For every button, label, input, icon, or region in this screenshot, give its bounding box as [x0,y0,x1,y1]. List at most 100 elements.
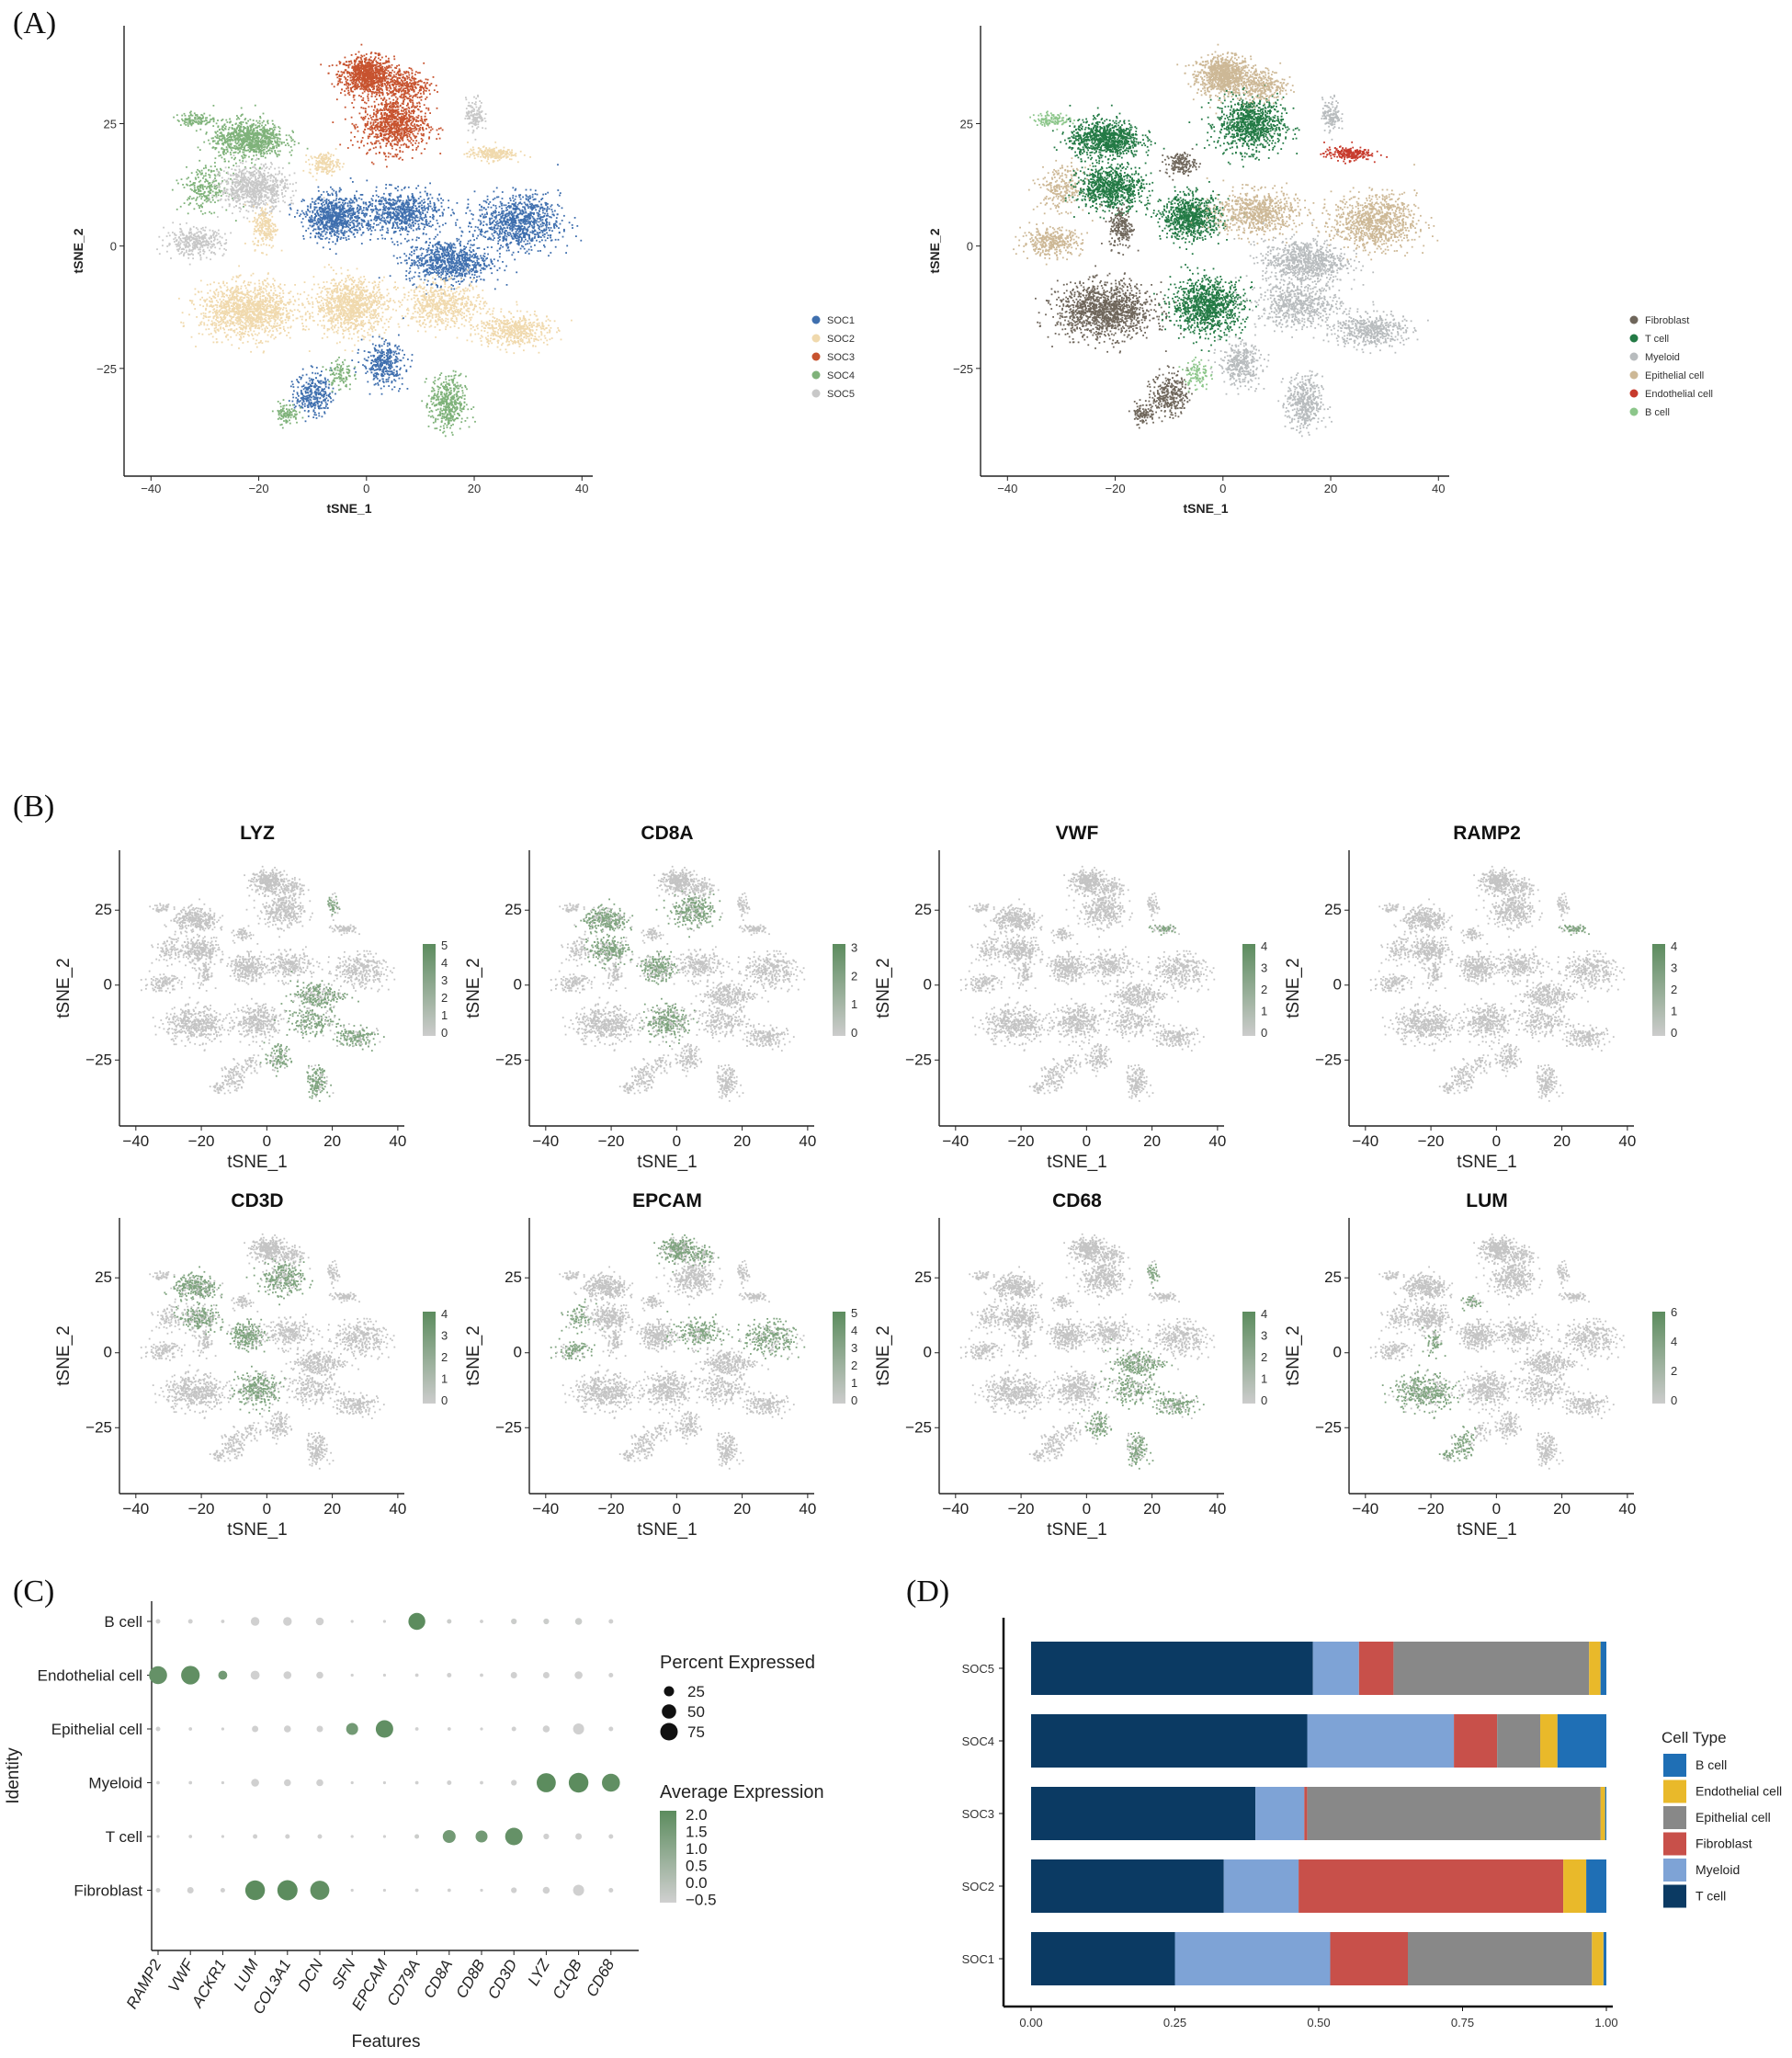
cell-point [393,58,395,60]
cell-point [391,121,392,123]
cell-point [431,83,433,85]
cell-point [357,79,358,81]
panel-label-c: (C) [13,1575,54,1609]
cell-point [425,86,426,88]
cell-point [385,159,387,161]
cell-point [372,91,374,93]
cell-point [356,82,357,84]
cell-point [356,58,357,60]
cell-point [418,84,420,85]
cell-point [357,66,358,68]
cell-point [368,128,369,130]
cell-point [419,97,421,98]
cell-point [418,142,420,144]
cell-point [420,119,422,121]
cell-point [366,102,368,104]
cell-point [391,92,392,94]
cell-point [388,65,390,67]
cell-point [381,70,383,72]
cell-point [365,116,367,118]
cell-point [375,136,377,138]
cell-point [405,134,407,136]
cell-point [364,82,366,84]
cell-point [400,74,402,76]
cell-point [380,112,382,114]
cell-point [416,106,418,108]
cell-point [281,143,283,145]
cell-point [402,138,403,140]
cell-point [353,85,355,87]
cell-point [388,108,390,110]
cell-point [367,80,369,82]
cell-point [363,108,365,109]
cell-point [394,126,396,128]
cell-point [378,141,380,142]
cell-point [372,143,374,145]
cell-point [406,81,408,83]
cell-point [405,144,407,146]
cell-point [366,78,368,80]
cell-point [396,83,398,85]
cell-point [401,94,403,96]
cell-point [421,120,423,122]
cell-point [378,73,380,74]
cell-point [416,94,418,96]
cell-point [369,84,371,85]
cell-point [344,90,346,92]
cell-point [410,112,412,114]
cell-point [427,108,429,109]
cell-point [414,136,416,138]
cell-point [382,66,384,68]
cell-point [406,146,408,148]
cell-point [395,67,397,69]
cell-point [409,116,411,118]
cell-point [414,86,416,88]
cell-point [345,57,346,59]
cell-point [403,71,405,73]
cell-point [384,153,386,154]
cell-point [415,120,417,122]
cell-point [378,77,380,79]
cell-point [358,70,360,72]
cell-point [267,146,268,148]
cell-point [412,116,414,118]
cell-point [375,56,377,58]
cell-point [381,124,383,126]
cell-point [346,81,347,83]
cell-point [401,79,403,81]
cell-point [378,104,380,106]
cell-point [398,131,400,133]
cell-point [403,128,405,130]
cell-point [403,80,405,82]
cell-point [338,81,340,83]
cell-point [395,90,397,92]
cell-point [416,125,418,127]
cell-point [254,142,255,143]
cell-point [352,144,354,146]
cell-point [376,111,378,113]
cell-point [350,90,352,92]
cell-point [398,124,400,126]
cell-point [391,145,393,147]
cell-point [381,115,383,117]
cell-point [404,108,406,110]
cell-point [384,67,386,69]
cell-point [392,84,394,85]
cell-point [401,84,403,85]
cell-point [403,119,404,121]
cell-point [380,63,381,64]
cell-point [378,58,380,60]
cell-point [412,125,414,127]
cell-point [363,84,365,85]
cell-point [428,109,430,111]
cell-point [414,79,415,81]
cell-point [436,138,437,140]
cell-point [378,54,380,56]
cell-point [350,77,352,79]
cell-point [380,135,382,137]
cell-point [414,131,415,132]
cell-point [377,134,379,136]
cell-point [359,63,361,64]
cell-point [414,82,416,84]
cell-point [360,64,362,66]
